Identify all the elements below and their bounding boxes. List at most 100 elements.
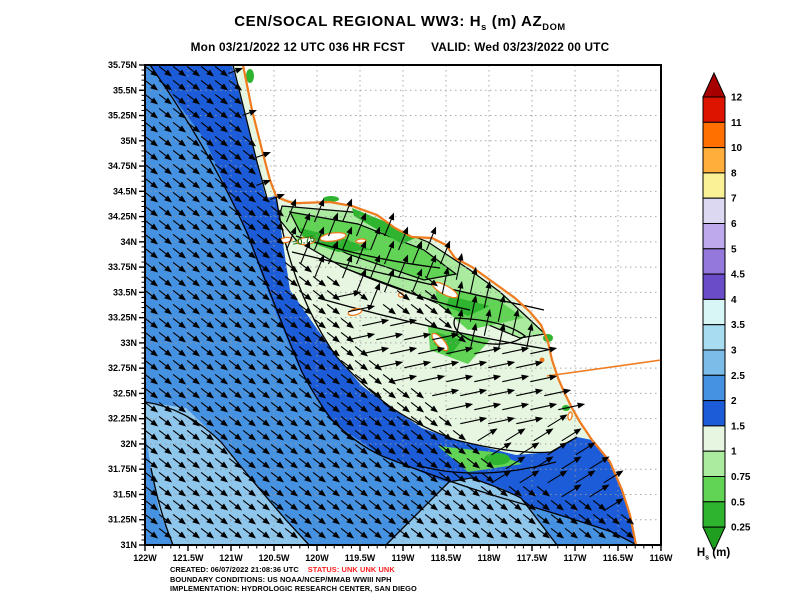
colorbar-cell	[702, 450, 726, 478]
wave-vector-arrow	[242, 331, 257, 343]
wave-vector-arrow	[186, 485, 201, 497]
wave-vector-arrow	[172, 429, 187, 441]
wave-vector-arrow	[284, 457, 299, 469]
wave-vector-arrow	[340, 387, 355, 399]
boundary-conditions-text: BOUNDARY CONDITIONS: US NOAA/NCEP/MMAB W…	[170, 574, 392, 584]
wave-vector-arrow	[508, 485, 523, 497]
wave-vector-arrow	[214, 135, 229, 147]
wave-vector-arrow	[544, 388, 572, 397]
wave-vector-arrow	[145, 303, 159, 315]
wave-vector-arrow	[145, 261, 159, 273]
wave-vector-arrow	[242, 317, 257, 329]
valid-time-label: VALID: Wed 03/23/2022 00 UTC	[431, 40, 610, 54]
colorbar-tick-label: 5	[731, 244, 737, 255]
wave-vector-arrow	[368, 457, 383, 469]
wave-vector-arrow	[186, 163, 201, 175]
wave-vector-arrow	[158, 261, 173, 273]
wave-vector-arrow	[382, 457, 397, 469]
wave-vector-arrow	[284, 429, 299, 441]
wave-vector-arrow	[228, 345, 243, 357]
wave-vector-arrow	[452, 457, 467, 469]
wave-vector-arrow	[547, 414, 568, 428]
wave-vector-arrow	[340, 359, 355, 371]
wave-vector-arrow	[340, 485, 355, 497]
wave-vector-arrow	[228, 485, 243, 497]
wave-vector-arrow	[242, 191, 257, 203]
wave-vector-arrow	[396, 527, 411, 539]
wave-vector-arrow	[158, 415, 173, 427]
catalina-lee-0.25-0.5m	[446, 296, 490, 316]
wave-vector-arrow	[497, 294, 506, 322]
wave-vector-arrow	[158, 317, 173, 329]
wave-vector-arrow	[516, 416, 544, 425]
wave-vector-arrow	[214, 457, 229, 469]
wave-vector-arrow	[326, 331, 341, 343]
wave-vector-arrow	[299, 240, 311, 265]
wave-vector-arrow	[145, 205, 159, 217]
wave-vector-arrow	[383, 212, 395, 237]
wave-vector-arrow	[603, 470, 624, 484]
wave-vector-arrow	[480, 499, 495, 511]
wave-vector-arrow	[172, 373, 187, 385]
wave-vector-arrow	[256, 219, 271, 231]
wave-vector-arrow	[228, 527, 243, 539]
wave-vector-arrow	[200, 247, 215, 259]
x-tick-label: 118.5W	[431, 553, 462, 563]
wave-vector-arrow	[312, 303, 327, 315]
wave-vector-arrow	[410, 527, 425, 539]
wave-vector-arrow	[242, 135, 257, 147]
wave-vector-arrow	[145, 163, 159, 175]
wave-vector-arrow	[522, 527, 537, 539]
wave-vector-arrow	[242, 163, 257, 175]
wave-vector-arrow	[172, 191, 187, 203]
wave-vector-arrow	[326, 303, 341, 315]
wave-vector-arrow	[452, 485, 467, 497]
wave-vector-arrow	[326, 359, 341, 371]
wave-vector-arrow	[242, 373, 257, 385]
colorbar-cell	[702, 374, 726, 402]
wave-vector-arrow	[214, 317, 229, 329]
wave-vector-arrow	[438, 415, 453, 427]
colorbar-cell	[702, 147, 726, 174]
wave-vector-arrow	[145, 135, 159, 147]
wave-vector-arrow	[172, 401, 187, 413]
wave-vector-arrow	[145, 485, 159, 497]
wave-vector-arrow	[312, 415, 327, 427]
wave-vector-arrow	[592, 499, 607, 511]
wave-vector-arrow	[242, 247, 257, 259]
wave-vector-arrow	[284, 317, 299, 329]
wave-vector-arrow	[270, 205, 285, 217]
wave-vector-arrow	[228, 191, 243, 203]
wave-vector-arrow	[488, 388, 516, 397]
wave-vector-arrow	[547, 470, 568, 484]
land	[243, 65, 661, 545]
wave-vector-arrow	[200, 387, 215, 399]
wave-vector-arrow	[158, 331, 173, 343]
wave-vector-arrow	[550, 499, 565, 511]
wave-vector-arrow	[474, 402, 502, 411]
wave-vector-arrow	[354, 471, 369, 483]
colorbar-cell	[702, 349, 726, 376]
wave-vector-arrow	[186, 415, 201, 427]
wave-vector-arrow	[256, 401, 271, 413]
wave-vector-arrow	[312, 527, 327, 539]
wave-vector-arrow	[256, 387, 271, 399]
wave-vector-arrow	[172, 65, 187, 77]
wave-vector-arrow	[340, 415, 355, 427]
wave-vector-arrow	[368, 471, 383, 483]
map-content: =0.75	[145, 65, 661, 545]
wave-vector-arrow	[256, 289, 271, 301]
wave-vector-arrow	[522, 499, 537, 511]
wave-vector-arrow	[158, 107, 173, 119]
wave-vector-arrow	[368, 485, 383, 497]
wave-vector-arrow	[158, 233, 173, 245]
x-tick-label: 119.5W	[345, 553, 376, 563]
wave-vector-arrow	[298, 261, 313, 273]
wave-vector-arrow	[502, 402, 530, 411]
wave-vector-arrow	[547, 442, 568, 456]
wave-vector-arrow	[186, 177, 201, 189]
wave-vector-arrow	[186, 401, 201, 413]
wave-vector-arrow	[256, 275, 271, 287]
wave-vector-arrow	[326, 373, 341, 385]
wave-vector-arrow	[348, 304, 376, 313]
